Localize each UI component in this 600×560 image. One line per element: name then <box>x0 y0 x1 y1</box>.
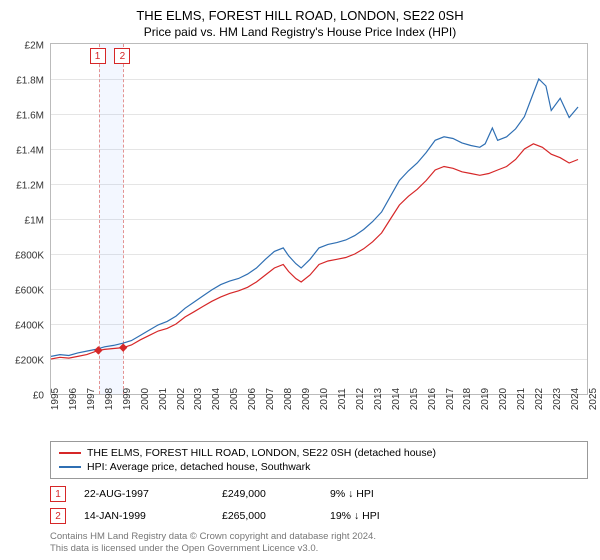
legend-swatch <box>59 466 81 468</box>
legend-label: HPI: Average price, detached house, Sout… <box>87 461 310 473</box>
chart-plot-area <box>50 43 588 395</box>
transactions-table: 1 22-AUG-1997 £249,000 9% ↓ HPI 2 14-JAN… <box>50 483 588 527</box>
top-marker: 2 <box>114 48 130 64</box>
legend-item: HPI: Average price, detached house, Sout… <box>59 460 579 474</box>
legend-swatch <box>59 452 81 454</box>
top-marker: 1 <box>90 48 106 64</box>
legend-item: THE ELMS, FOREST HILL ROAD, LONDON, SE22… <box>59 446 579 460</box>
attribution: Contains HM Land Registry data © Crown c… <box>50 531 588 556</box>
attribution-line: Contains HM Land Registry data © Crown c… <box>50 531 588 543</box>
transaction-pct: 9% ↓ HPI <box>330 488 420 500</box>
chart-subtitle: Price paid vs. HM Land Registry's House … <box>0 23 600 43</box>
legend: THE ELMS, FOREST HILL ROAD, LONDON, SE22… <box>50 441 588 479</box>
legend-label: THE ELMS, FOREST HILL ROAD, LONDON, SE22… <box>87 447 436 459</box>
chart-lines <box>51 44 587 394</box>
transaction-price: £249,000 <box>222 488 312 500</box>
transaction-price: £265,000 <box>222 510 312 522</box>
transaction-row: 2 14-JAN-1999 £265,000 19% ↓ HPI <box>50 505 588 527</box>
attribution-line: This data is licensed under the Open Gov… <box>50 543 588 555</box>
transaction-row: 1 22-AUG-1997 £249,000 9% ↓ HPI <box>50 483 588 505</box>
transaction-pct: 19% ↓ HPI <box>330 510 420 522</box>
x-axis: 1995199619971998199920002001200220032004… <box>50 395 588 435</box>
transaction-date: 14-JAN-1999 <box>84 510 204 522</box>
transaction-marker-icon: 2 <box>50 508 66 524</box>
chart-title: THE ELMS, FOREST HILL ROAD, LONDON, SE22… <box>0 0 600 23</box>
transaction-marker-icon: 1 <box>50 486 66 502</box>
y-axis: £0£200K£400K£600K£800K£1M£1.2M£1.4M£1.6M… <box>0 46 50 396</box>
transaction-date: 22-AUG-1997 <box>84 488 204 500</box>
